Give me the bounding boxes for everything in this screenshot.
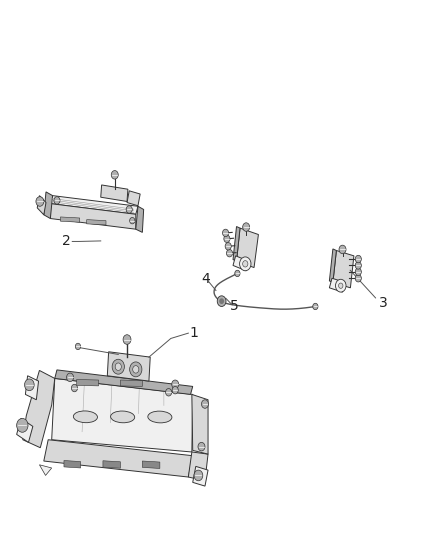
Circle shape bbox=[235, 270, 240, 277]
Circle shape bbox=[130, 362, 142, 377]
Polygon shape bbox=[55, 370, 193, 394]
Circle shape bbox=[126, 206, 132, 213]
Circle shape bbox=[67, 373, 74, 382]
Polygon shape bbox=[193, 466, 208, 486]
Circle shape bbox=[36, 197, 44, 206]
Polygon shape bbox=[107, 352, 150, 381]
Circle shape bbox=[194, 470, 203, 481]
Circle shape bbox=[123, 335, 131, 344]
Text: 1: 1 bbox=[190, 326, 198, 340]
Circle shape bbox=[172, 380, 179, 389]
Circle shape bbox=[224, 235, 230, 243]
Circle shape bbox=[355, 262, 361, 269]
Circle shape bbox=[172, 386, 178, 394]
Circle shape bbox=[201, 400, 208, 408]
Polygon shape bbox=[329, 278, 345, 292]
Polygon shape bbox=[23, 370, 55, 448]
Polygon shape bbox=[25, 376, 39, 400]
Polygon shape bbox=[233, 227, 240, 261]
Circle shape bbox=[111, 171, 118, 179]
Circle shape bbox=[243, 261, 248, 267]
Polygon shape bbox=[44, 192, 53, 219]
Circle shape bbox=[240, 257, 251, 271]
Circle shape bbox=[355, 255, 361, 263]
Circle shape bbox=[75, 343, 81, 350]
Circle shape bbox=[339, 245, 346, 254]
Polygon shape bbox=[64, 461, 81, 468]
Circle shape bbox=[225, 243, 231, 250]
Circle shape bbox=[220, 299, 223, 303]
Polygon shape bbox=[52, 378, 193, 452]
Circle shape bbox=[339, 283, 343, 288]
Circle shape bbox=[54, 197, 60, 204]
Circle shape bbox=[355, 268, 361, 276]
Polygon shape bbox=[37, 196, 46, 215]
Polygon shape bbox=[103, 461, 120, 468]
Circle shape bbox=[112, 359, 124, 374]
Polygon shape bbox=[237, 228, 258, 268]
Circle shape bbox=[130, 217, 135, 224]
Polygon shape bbox=[192, 394, 208, 454]
Circle shape bbox=[115, 363, 121, 370]
Polygon shape bbox=[142, 461, 160, 469]
Circle shape bbox=[336, 279, 346, 292]
Polygon shape bbox=[17, 418, 33, 442]
Ellipse shape bbox=[74, 411, 97, 423]
Polygon shape bbox=[188, 452, 208, 481]
Circle shape bbox=[71, 384, 78, 392]
Circle shape bbox=[133, 366, 139, 373]
Polygon shape bbox=[44, 440, 193, 477]
Circle shape bbox=[313, 303, 318, 310]
Polygon shape bbox=[50, 196, 138, 214]
Text: 4: 4 bbox=[201, 272, 210, 286]
Polygon shape bbox=[120, 380, 142, 386]
Ellipse shape bbox=[148, 411, 172, 423]
Polygon shape bbox=[329, 249, 336, 282]
Circle shape bbox=[25, 379, 34, 391]
Text: 5: 5 bbox=[230, 300, 239, 313]
Polygon shape bbox=[50, 204, 136, 229]
Circle shape bbox=[198, 442, 205, 451]
Polygon shape bbox=[60, 217, 80, 222]
Polygon shape bbox=[233, 256, 249, 271]
Circle shape bbox=[223, 229, 229, 237]
Circle shape bbox=[166, 389, 172, 396]
Polygon shape bbox=[77, 379, 99, 386]
Circle shape bbox=[226, 249, 233, 257]
Text: 3: 3 bbox=[379, 296, 388, 310]
Polygon shape bbox=[136, 206, 144, 232]
Circle shape bbox=[17, 418, 28, 432]
Polygon shape bbox=[87, 220, 106, 225]
Polygon shape bbox=[101, 185, 128, 201]
Text: 2: 2 bbox=[62, 235, 71, 248]
Circle shape bbox=[217, 296, 226, 306]
Polygon shape bbox=[127, 191, 140, 206]
Circle shape bbox=[243, 223, 250, 231]
Polygon shape bbox=[39, 465, 52, 475]
Polygon shape bbox=[333, 251, 354, 288]
Circle shape bbox=[355, 274, 361, 282]
Ellipse shape bbox=[111, 411, 134, 423]
